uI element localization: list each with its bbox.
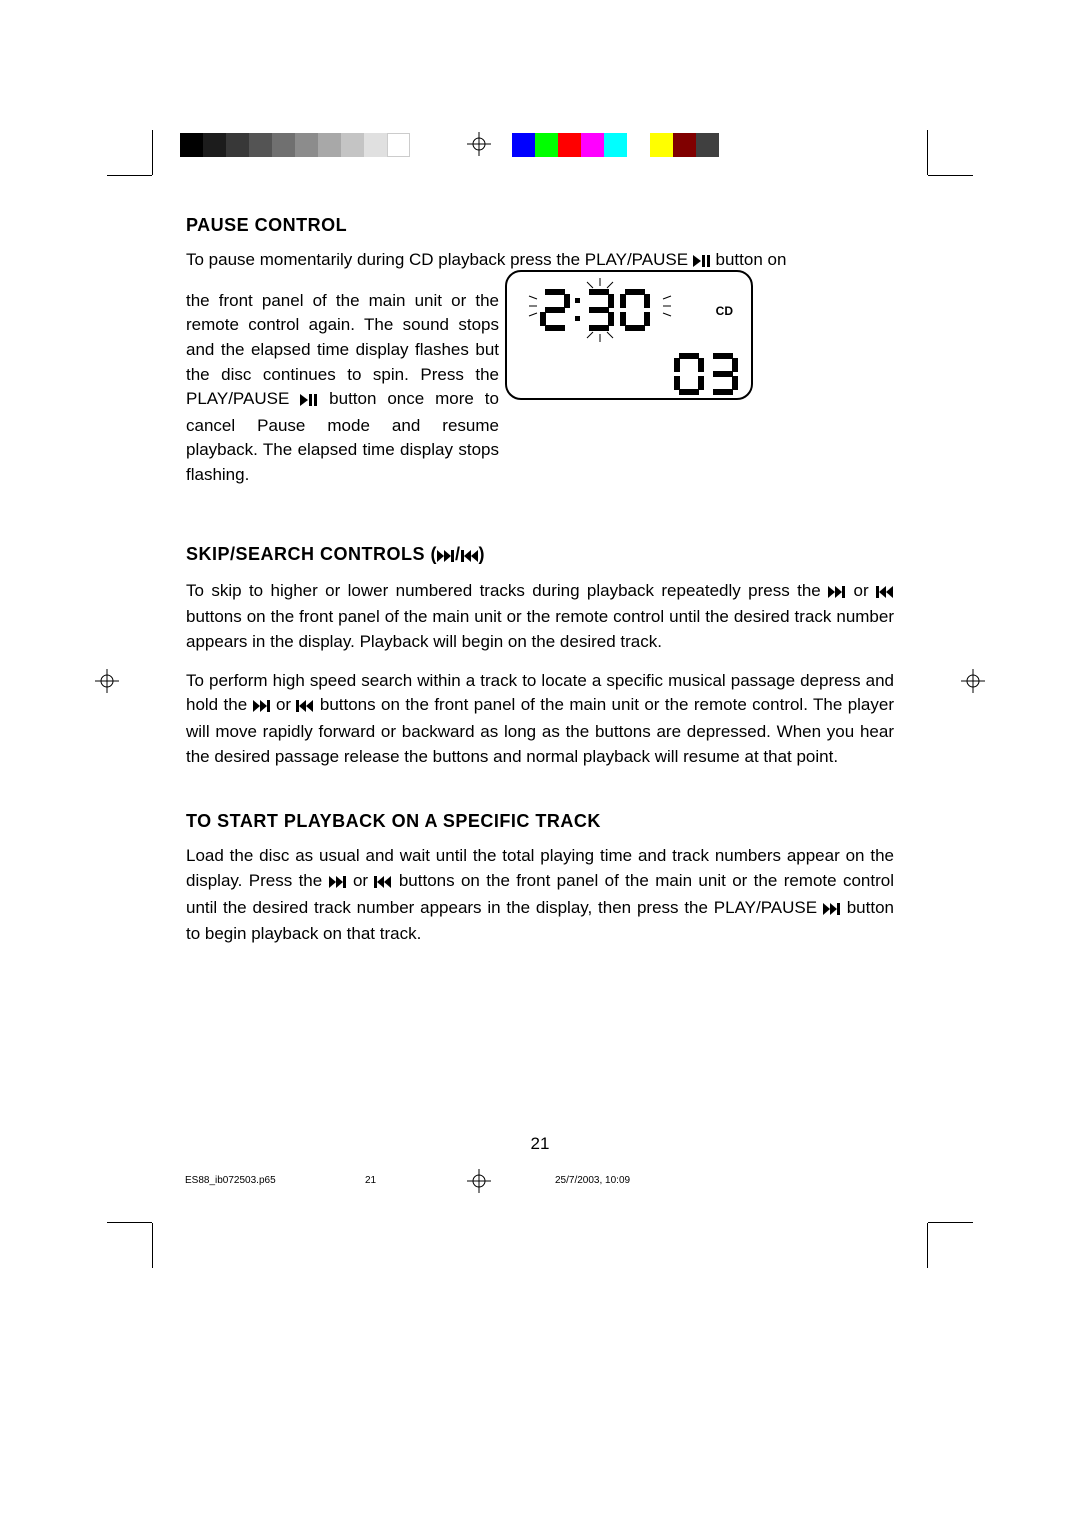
- section-heading: SKIP/SEARCH CONTROLS (/): [186, 544, 894, 567]
- footer-filename: ES88_ib072503.p65: [185, 1175, 365, 1186]
- body-paragraph: To skip to higher or lower numbered trac…: [186, 579, 894, 655]
- page-footer: ES88_ib072503.p65 21 25/7/2003, 10:09: [185, 1175, 894, 1186]
- body-paragraph: Load the disc as usual and wait until th…: [186, 844, 894, 947]
- footer-timestamp: 25/7/2003, 10:09: [555, 1175, 630, 1186]
- play-pause-icon: [300, 389, 318, 414]
- skip-forward-icon: [828, 581, 846, 606]
- section-heading: PAUSE CONTROL: [186, 215, 894, 236]
- text-run: To pause momentarily during CD playback …: [186, 250, 693, 269]
- body-paragraph: the front panel of the main unit or the …: [186, 289, 499, 488]
- text-run: or: [271, 695, 297, 714]
- page-number: 21: [0, 1134, 1080, 1154]
- text-run: or: [347, 871, 375, 890]
- section-skip-search: SKIP/SEARCH CONTROLS (/) To skip to high…: [186, 544, 894, 769]
- text-run: or: [846, 581, 876, 600]
- registration-mark-icon: [467, 132, 491, 156]
- section-pause-control: PAUSE CONTROL To pause momentarily durin…: [186, 215, 894, 502]
- skip-back-icon: [461, 546, 479, 567]
- text-run: button on: [711, 250, 787, 269]
- crop-mark: [927, 1223, 928, 1268]
- footer-page: 21: [365, 1175, 555, 1186]
- color-calibration-bar: [512, 133, 719, 157]
- play-pause-icon: [693, 250, 711, 275]
- crop-mark: [928, 175, 973, 176]
- crop-mark: [927, 130, 928, 175]
- skip-back-icon: [876, 581, 894, 606]
- crop-mark: [928, 1222, 973, 1223]
- body-paragraph: To perform high speed search within a tr…: [186, 669, 894, 770]
- skip-back-icon: [374, 871, 392, 896]
- crop-mark: [107, 1222, 152, 1223]
- skip-forward-icon: [253, 695, 271, 720]
- text-run: To skip to higher or lower numbered trac…: [186, 581, 828, 600]
- text-run: buttons on the front panel of the main u…: [186, 607, 894, 651]
- crop-mark: [152, 130, 153, 175]
- registration-mark-icon: [961, 669, 985, 693]
- grayscale-calibration-bar: [180, 133, 410, 157]
- skip-back-icon: [296, 695, 314, 720]
- section-heading: TO START PLAYBACK ON A SPECIFIC TRACK: [186, 811, 894, 832]
- registration-mark-icon: [95, 669, 119, 693]
- crop-mark: [107, 175, 152, 176]
- section-specific-track: TO START PLAYBACK ON A SPECIFIC TRACK Lo…: [186, 811, 894, 947]
- skip-forward-icon: [437, 546, 455, 567]
- text-run: SKIP/SEARCH CONTROLS (: [186, 544, 437, 564]
- crop-mark: [152, 1223, 153, 1268]
- skip-forward-icon: [329, 871, 347, 896]
- text-run: ): [479, 544, 486, 564]
- skip-forward-icon: [823, 898, 841, 923]
- body-paragraph: To pause momentarily during CD playback …: [186, 248, 894, 275]
- page-content: PAUSE CONTROL To pause momentarily durin…: [186, 215, 894, 989]
